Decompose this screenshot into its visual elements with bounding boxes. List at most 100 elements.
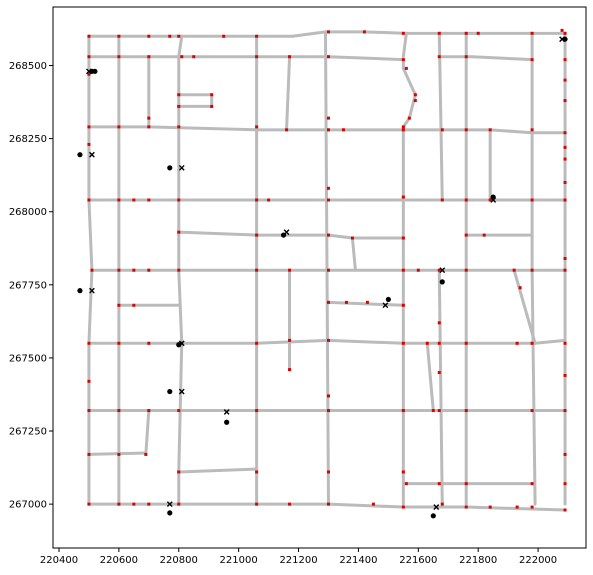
node-marker (210, 104, 214, 108)
node-marker (437, 341, 441, 345)
y-axis: 267000 267250 267500 267750 268000 268250 2685… (9, 61, 53, 511)
cross-marker (89, 287, 95, 294)
x-tick-label: 220400 (40, 555, 78, 566)
y-tick-label: 267500 (9, 353, 47, 364)
node-marker (563, 256, 567, 260)
node-marker (177, 93, 181, 97)
node-marker (416, 268, 420, 272)
node-marker (515, 341, 519, 345)
node-marker (192, 55, 196, 59)
node-marker (560, 28, 564, 32)
circle-marker (385, 296, 391, 303)
plot-area (53, 7, 586, 548)
node-marker (401, 236, 405, 240)
node-marker (255, 233, 259, 237)
node-marker (177, 104, 181, 108)
node-marker (563, 145, 567, 149)
y-tick-label: 268500 (9, 61, 47, 72)
node-marker (326, 128, 330, 132)
node-marker (117, 341, 121, 345)
node-marker (440, 198, 444, 202)
node-marker (563, 452, 567, 456)
node-marker (87, 34, 91, 38)
cross-marker (178, 340, 185, 347)
node-marker (87, 502, 91, 506)
edge-line (326, 233, 354, 240)
edge-line (530, 268, 537, 506)
edge-line (144, 409, 151, 456)
edge-line (437, 31, 444, 202)
node-marker (563, 373, 567, 377)
node-marker (255, 502, 259, 506)
node-marker (87, 452, 91, 456)
x-axis: 220400 220600 220800 221000 221200 221400 2216… (40, 548, 557, 566)
node-marker (255, 125, 259, 129)
node-marker (177, 470, 181, 474)
edge-line (255, 338, 330, 345)
edge-line (177, 34, 184, 59)
node-marker (87, 198, 91, 202)
edge-line (326, 502, 405, 509)
node-marker (288, 268, 292, 272)
node-marker (530, 31, 534, 35)
node-marker (437, 371, 441, 375)
node-marker (117, 268, 121, 272)
node-marker (222, 34, 226, 38)
edge-line (362, 30, 408, 35)
node-marker (563, 31, 567, 35)
edge-line (533, 338, 567, 345)
node-marker (177, 409, 181, 413)
node-marker (326, 186, 330, 190)
node-marker (431, 409, 435, 413)
node-marker (512, 268, 516, 272)
node-marker (326, 55, 330, 59)
node-marker (440, 502, 444, 506)
node-marker (563, 99, 567, 103)
node-marker (437, 55, 441, 59)
node-marker (255, 55, 259, 59)
node-marker (401, 470, 405, 474)
node-marker (288, 55, 292, 59)
x-tick-label: 221200 (279, 555, 317, 566)
node-marker (401, 58, 405, 62)
node-marker (180, 55, 184, 59)
node-marker (87, 341, 91, 345)
node-marker (168, 34, 172, 38)
node-marker (518, 286, 522, 290)
x-tick-label: 220800 (160, 555, 198, 566)
cross-stroke (178, 388, 185, 395)
node-marker (488, 505, 492, 509)
edge-line (87, 268, 94, 345)
node-marker (404, 482, 408, 486)
node-marker (563, 198, 567, 202)
edge-line (350, 236, 357, 272)
node-marker (117, 198, 121, 202)
node-marker (401, 409, 405, 413)
node-marker (255, 268, 259, 272)
node-marker (365, 300, 369, 304)
cross-stroke (223, 409, 230, 415)
edge-line (437, 268, 444, 506)
node-marker (401, 505, 405, 509)
node-marker (117, 502, 121, 506)
node-marker (210, 93, 214, 97)
node-marker (344, 300, 348, 304)
node-marker (401, 268, 405, 272)
node-marker (440, 128, 444, 132)
node-marker (177, 198, 181, 202)
node-marker (326, 300, 330, 304)
x-tick-label: 221400 (339, 555, 377, 566)
y-tick-label: 267250 (9, 427, 47, 438)
circle-marker (439, 279, 445, 285)
node-marker (437, 268, 441, 272)
y-tick-label: 268000 (9, 207, 47, 218)
node-marker (117, 34, 121, 38)
edge-line (488, 128, 534, 135)
node-marker (350, 236, 354, 240)
node-marker (132, 502, 136, 506)
node-marker (177, 502, 181, 506)
cross-stroke (178, 164, 185, 171)
cross-marker (490, 197, 497, 203)
node-marker (413, 93, 417, 97)
